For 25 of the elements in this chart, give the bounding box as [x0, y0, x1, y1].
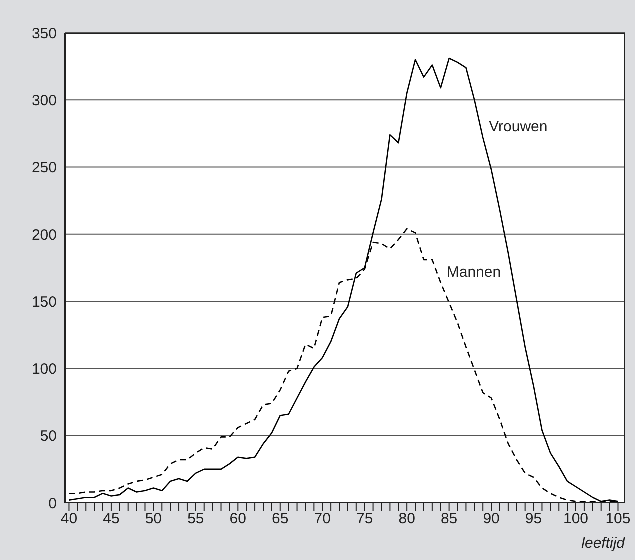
x-tick-label: 105 [606, 510, 631, 528]
x-tick-label: 95 [525, 510, 542, 528]
x-tick-label: 70 [314, 510, 331, 528]
y-tick-label: 50 [40, 428, 57, 446]
y-tick-label: 300 [32, 92, 57, 110]
x-tick-label: 45 [103, 510, 120, 528]
y-tick-label: 100 [32, 361, 57, 378]
x-axis-title: leeftijd [582, 535, 626, 552]
x-tick-label: 60 [230, 510, 246, 528]
x-tick-label: 85 [440, 510, 458, 528]
x-tick-label: 40 [60, 510, 78, 528]
x-tick-label: 80 [398, 510, 416, 528]
y-tick-label: 350 [32, 25, 57, 42]
series-label: Vrouwen [489, 118, 548, 136]
series-label: Mannen [446, 264, 502, 281]
x-tick-label: 100 [563, 510, 589, 528]
y-tick-label: 0 [48, 495, 57, 512]
y-tick-label: 250 [32, 160, 57, 177]
x-tick-label: 65 [272, 510, 289, 528]
y-tick-label: 150 [32, 294, 57, 311]
x-tick-label: 50 [145, 510, 162, 528]
y-tick-label: 200 [32, 226, 57, 244]
x-tick-label: 55 [188, 510, 204, 528]
x-tick-label: 75 [356, 510, 374, 528]
x-tick-label: 90 [483, 510, 500, 528]
